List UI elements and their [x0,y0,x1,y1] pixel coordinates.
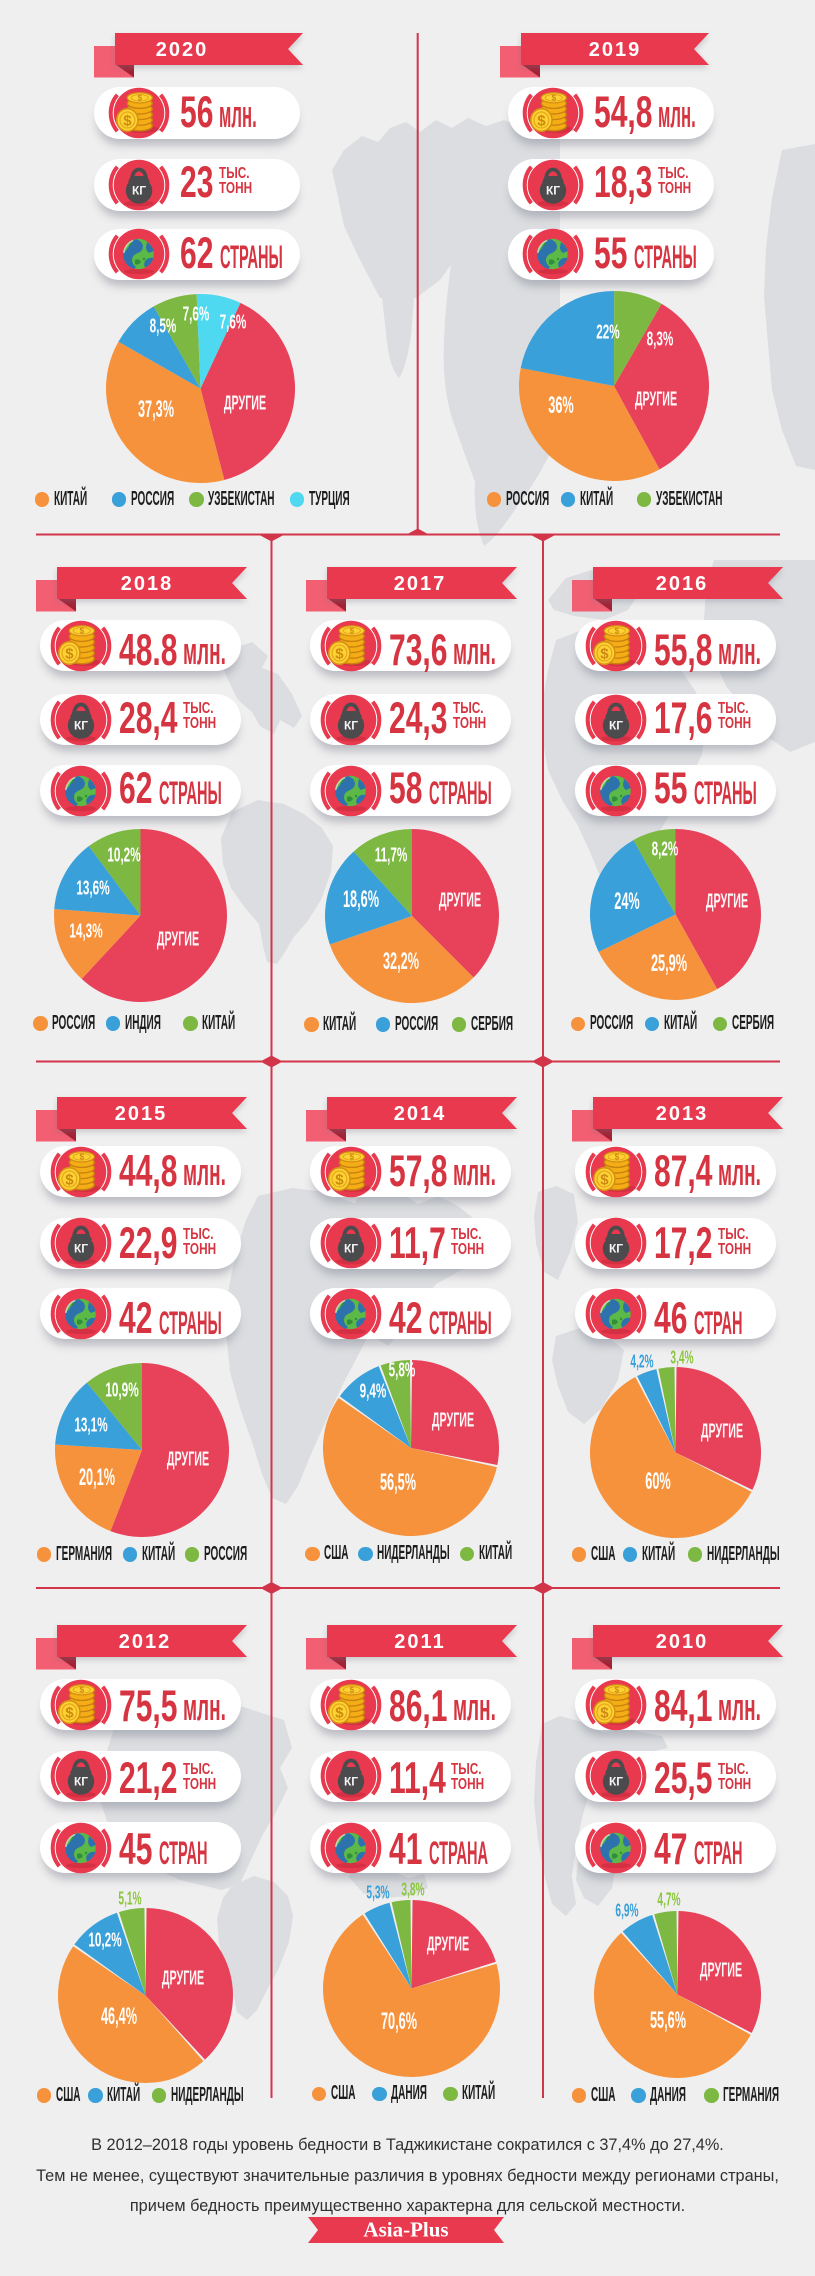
svg-text:Asia-Plus: Asia-Plus [363,2218,448,2242]
svg-text:КГ: КГ [609,718,623,732]
svg-text:КГ: КГ [344,1775,358,1789]
svg-text:КГ: КГ [74,1775,88,1789]
svg-text:КГ: КГ [545,183,559,197]
svg-text:$: $ [537,112,546,129]
svg-text:$: $ [65,1704,74,1721]
svg-text:$: $ [600,645,609,662]
svg-text:$: $ [350,626,355,635]
svg-text:КГ: КГ [74,718,88,732]
svg-text:$: $ [600,1704,609,1721]
svg-text:$: $ [335,645,344,662]
svg-text:$: $ [615,1685,620,1694]
svg-text:$: $ [123,112,132,129]
svg-text:$: $ [80,1685,85,1694]
svg-text:$: $ [65,1171,74,1188]
svg-text:КГ: КГ [344,718,358,732]
svg-text:$: $ [65,645,74,662]
svg-text:$: $ [350,1685,355,1694]
svg-text:$: $ [80,626,85,635]
svg-text:КГ: КГ [609,1242,623,1256]
svg-text:$: $ [137,93,142,102]
svg-text:КГ: КГ [131,183,145,197]
svg-text:$: $ [350,1152,355,1161]
svg-text:$: $ [615,1152,620,1161]
svg-text:КГ: КГ [609,1775,623,1789]
svg-text:$: $ [80,1152,85,1161]
svg-text:$: $ [600,1171,609,1188]
svg-text:$: $ [551,93,556,102]
svg-text:КГ: КГ [344,1242,358,1256]
svg-text:$: $ [335,1171,344,1188]
svg-text:$: $ [335,1704,344,1721]
svg-text:$: $ [615,626,620,635]
svg-text:КГ: КГ [74,1242,88,1256]
